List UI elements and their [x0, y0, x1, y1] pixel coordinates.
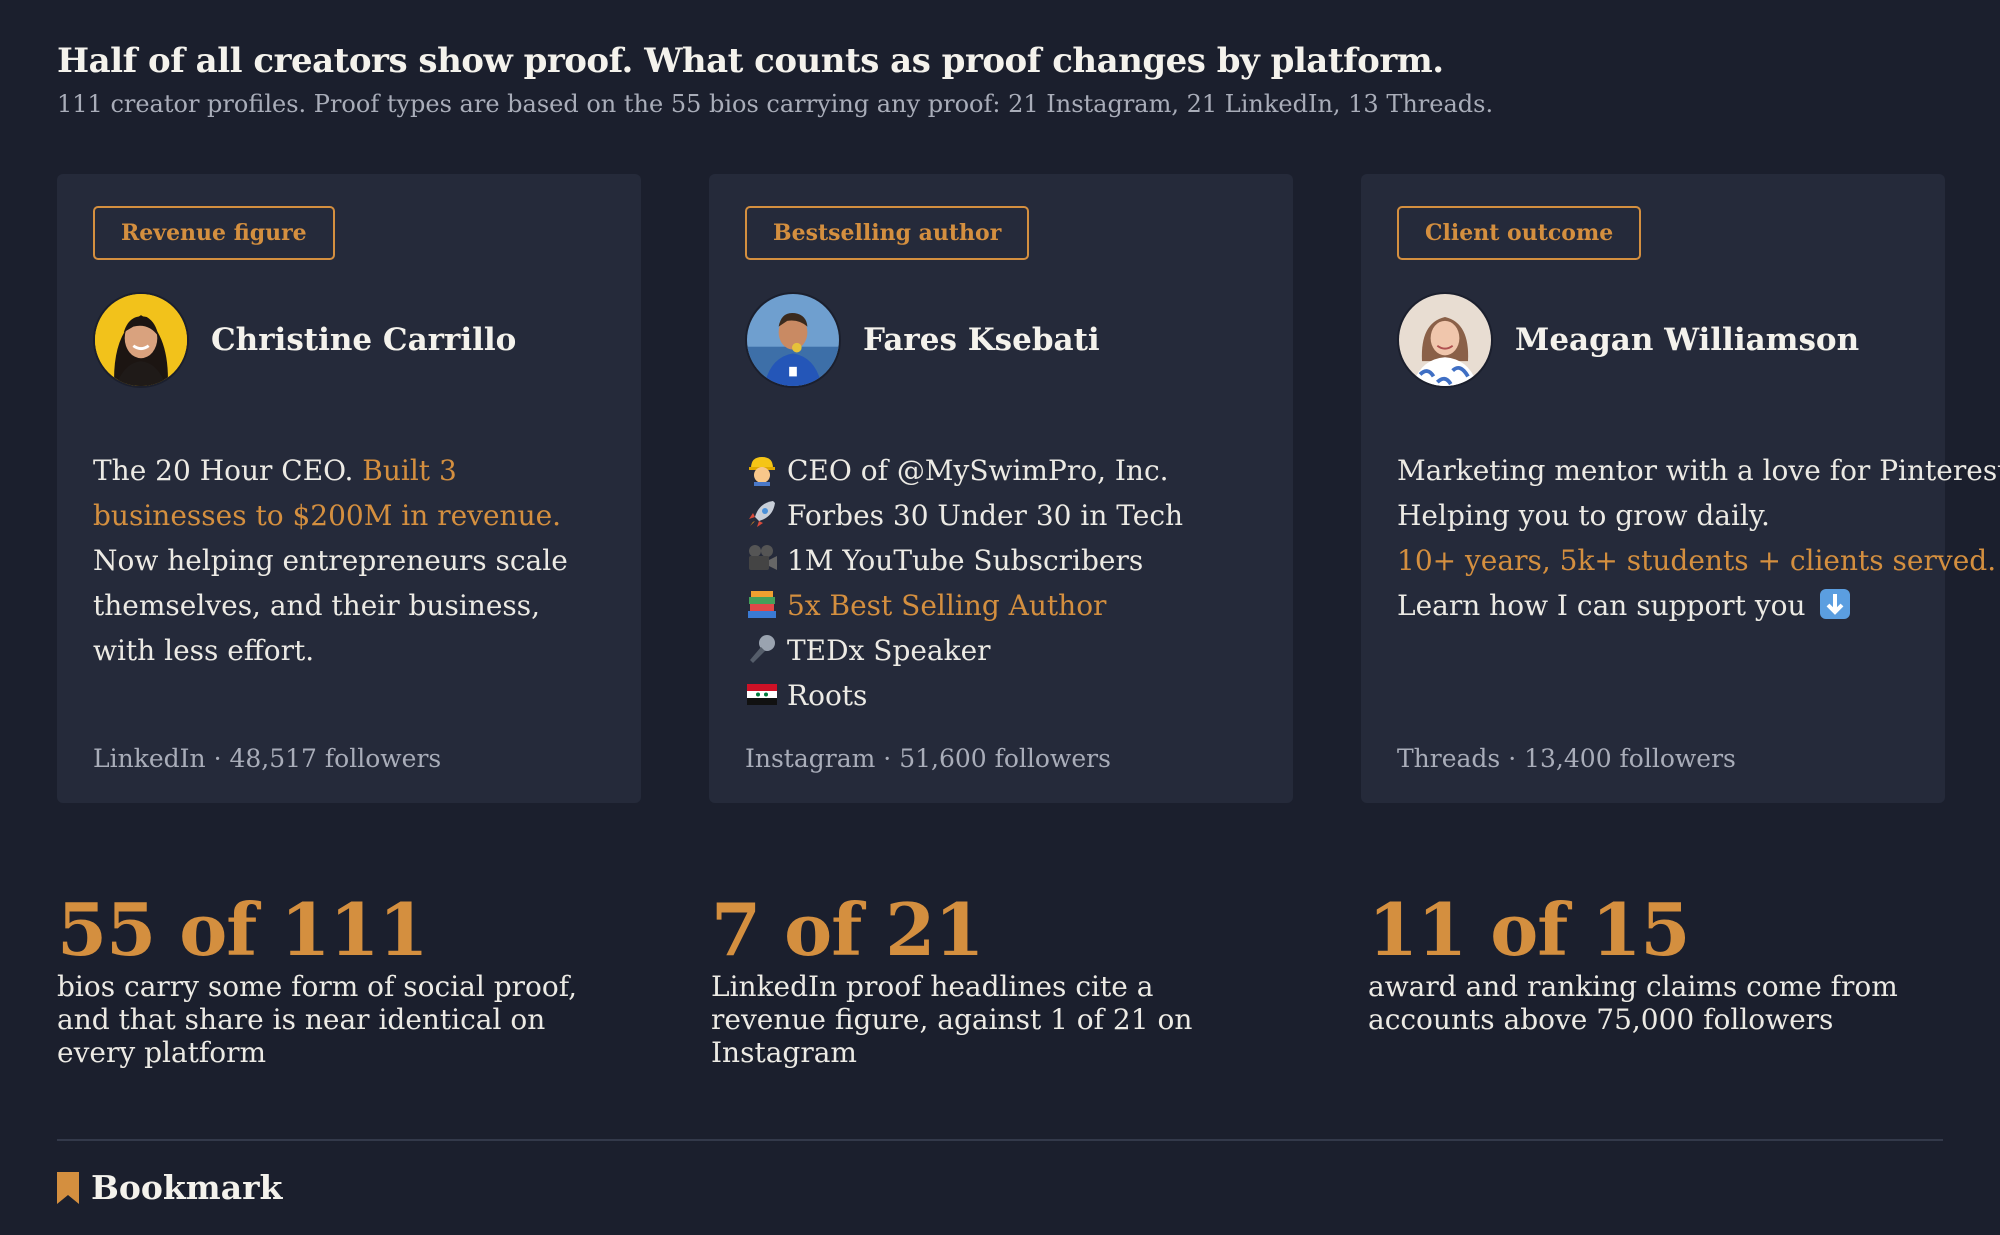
creator-name: Fares Ksebati [863, 322, 1100, 358]
profile-row: Meagan Williamson [1397, 292, 1859, 388]
proof-type-tag: Client outcome [1397, 206, 1642, 260]
stat-description: bios carry some form of social proof, an… [57, 970, 577, 1069]
creator-card-meagan-williamson: Client outcome Meagan Williamson Marketi… [1361, 174, 2000, 803]
follower-count: 51,600 followers [899, 744, 1111, 773]
bio-text: Roots [787, 679, 868, 712]
separator: · [883, 744, 892, 773]
rocket-icon [745, 497, 779, 531]
down-arrow-icon [1818, 587, 1852, 621]
bio-line: Helping you to grow daily. [1397, 499, 1770, 532]
separator: · [213, 744, 222, 773]
bio-line: Forbes 30 Under 30 in Tech [745, 493, 1275, 538]
creator-bio: CEO of @MySwimPro, Inc. Forbes 30 Under … [745, 448, 1275, 718]
separator: · [1508, 744, 1517, 773]
proof-type-tag: Bestselling author [745, 206, 1030, 260]
bio-line: CEO of @MySwimPro, Inc. [745, 448, 1275, 493]
bio-line: TEDx Speaker [745, 628, 1275, 673]
proof-type-tag: Revenue figure [93, 206, 335, 260]
bio-line: Learn how I can support you [1397, 583, 1927, 628]
platform-name: Instagram [745, 744, 876, 773]
card-footer: Threads · 13,400 followers [1397, 744, 1736, 773]
profile-row: Fares Ksebati [745, 292, 1100, 388]
bookmark-icon [57, 1171, 79, 1204]
bio-text: Learn how I can support you [1397, 589, 1806, 622]
header: Half of all creators show proof. What co… [57, 38, 1957, 120]
platform-name: Threads [1397, 744, 1501, 773]
syria-flag-icon [745, 677, 779, 711]
movie-camera-icon [745, 542, 779, 576]
stat-description: award and ranking claims come from accou… [1368, 970, 1898, 1036]
books-icon [745, 587, 779, 621]
construction-worker-icon [745, 452, 779, 486]
bio-text: TEDx Speaker [787, 634, 991, 667]
bio-line: 5x Best Selling Author [745, 583, 1275, 628]
avatar [93, 292, 189, 388]
bio-text: Now helping entrepreneurs scale themselv… [93, 544, 568, 667]
creator-bio: The 20 Hour CEO. Built 3 businesses to $… [93, 448, 593, 673]
follower-count: 13,400 followers [1524, 744, 1736, 773]
bio-proof-highlight: Built 3 businesses to $200M in revenue. [93, 454, 562, 532]
bio-text: CEO of @MySwimPro, Inc. [787, 454, 1169, 487]
follower-count: 48,517 followers [229, 744, 442, 773]
profile-row: Christine Carrillo [93, 292, 516, 388]
card-footer: LinkedIn · 48,517 followers [93, 744, 441, 773]
creator-card-christine-carrillo: Revenue figure Christine Carrillo The 20… [57, 174, 641, 803]
bio-text: Forbes 30 Under 30 in Tech [787, 499, 1184, 532]
creator-card-fares-ksebati: Bestselling author Fares Ksebati CEO of … [709, 174, 1293, 803]
stat-block: 7 of 21 LinkedIn proof headlines cite a … [711, 887, 1271, 1070]
bio-proof-highlight: 10+ years, 5k+ students + clients served… [1397, 544, 1997, 577]
stat-block: 55 of 111 bios carry some form of social… [57, 887, 617, 1070]
brand-name: Bookmark [91, 1168, 283, 1207]
bio-text: 1M YouTube Subscribers [787, 544, 1144, 577]
bio-line: Roots [745, 673, 1275, 718]
platform-name: LinkedIn [93, 744, 206, 773]
bio-line: 1M YouTube Subscribers [745, 538, 1275, 583]
brand-logo: Bookmark [57, 1168, 282, 1207]
bio-text: The 20 Hour CEO. [93, 454, 363, 487]
card-footer: Instagram · 51,600 followers [745, 744, 1111, 773]
page-subtitle: 111 creator profiles. Proof types are ba… [57, 90, 1494, 118]
avatar [1397, 292, 1493, 388]
creator-name: Christine Carrillo [211, 322, 517, 358]
stat-number: 55 of 111 [57, 887, 429, 972]
bio-line: Marketing mentor with a love for Pintere… [1397, 454, 2000, 487]
stat-number: 7 of 21 [711, 887, 984, 972]
avatar [745, 292, 841, 388]
page-title: Half of all creators show proof. What co… [57, 41, 1444, 81]
footer-divider [57, 1139, 1943, 1141]
stat-description: LinkedIn proof headlines cite a revenue … [711, 970, 1193, 1069]
creator-name: Meagan Williamson [1515, 322, 1860, 358]
creator-bio: Marketing mentor with a love for Pintere… [1397, 448, 2000, 628]
stat-number: 11 of 15 [1368, 887, 1691, 972]
microphone-icon [745, 632, 779, 666]
bio-proof-highlight: 5x Best Selling Author [787, 589, 1107, 622]
stat-block: 11 of 15 award and ranking claims come f… [1368, 887, 1928, 1037]
